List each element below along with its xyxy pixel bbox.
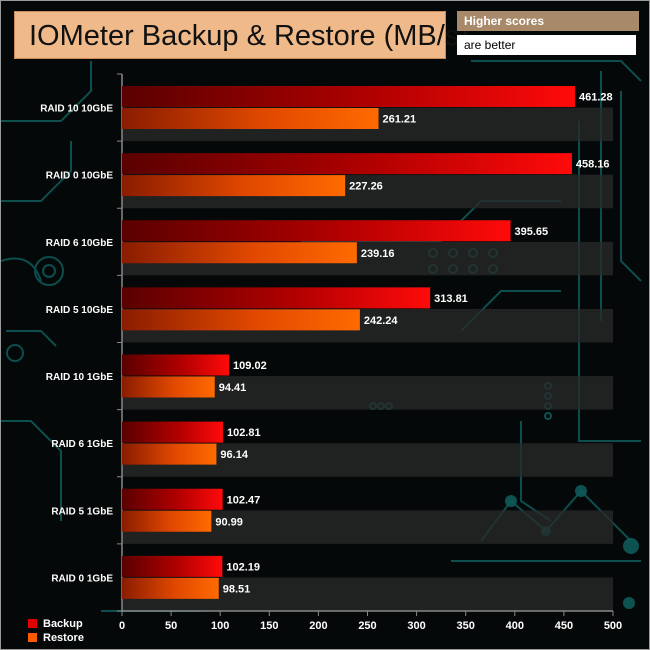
chart-title-box: IOMeter Backup & Restore (MB/s) xyxy=(14,11,469,59)
restore-value-label: 242.24 xyxy=(364,315,399,327)
x-tick-label: 400 xyxy=(506,620,524,632)
restore-value-label: 239.16 xyxy=(361,248,395,260)
backup-value-label: 102.47 xyxy=(227,494,261,506)
restore-bar xyxy=(122,376,215,398)
legend-swatch-backup xyxy=(28,619,37,628)
legend-label-restore: Restore xyxy=(43,632,84,644)
restore-value-label: 94.41 xyxy=(219,382,247,394)
backup-bar xyxy=(122,287,431,309)
restore-bar xyxy=(122,577,219,599)
x-tick-label: 0 xyxy=(119,620,125,632)
x-tick-label: 50 xyxy=(165,620,177,632)
backup-bar xyxy=(122,220,511,242)
restore-value-label: 90.99 xyxy=(215,516,243,528)
category-label: RAID 5 1GbE xyxy=(51,506,113,517)
backup-value-label: 102.81 xyxy=(227,427,261,439)
category-label: RAID 0 1GbE xyxy=(51,573,113,584)
restore-value-label: 98.51 xyxy=(223,583,251,595)
x-tick-label: 500 xyxy=(604,620,622,632)
backup-bar xyxy=(122,488,223,510)
category-label: RAID 5 10GbE xyxy=(46,305,114,316)
category-label: RAID 10 10GbE xyxy=(40,104,113,115)
category-label: RAID 0 10GbE xyxy=(46,171,114,182)
backup-value-label: 395.65 xyxy=(515,226,549,238)
restore-bar xyxy=(122,443,217,465)
x-tick-label: 150 xyxy=(260,620,278,632)
category-label: RAID 10 1GbE xyxy=(46,372,114,383)
restore-bar xyxy=(122,242,357,264)
x-tick-label: 250 xyxy=(358,620,376,632)
backup-bar xyxy=(122,86,575,107)
restore-bar xyxy=(122,309,360,331)
category-label: RAID 6 1GbE xyxy=(51,439,113,450)
backup-value-label: 109.02 xyxy=(233,360,267,372)
legend-label-backup: Backup xyxy=(43,618,83,630)
backup-value-label: 458.16 xyxy=(576,159,610,171)
legend-swatch-restore xyxy=(28,633,37,642)
x-tick-label: 300 xyxy=(407,620,425,632)
backup-bar xyxy=(122,354,230,376)
legend-item-restore: Restore xyxy=(28,632,84,644)
restore-bar xyxy=(122,175,346,197)
x-tick-label: 200 xyxy=(309,620,327,632)
legend-item-backup: Backup xyxy=(28,618,83,630)
x-tick-label: 450 xyxy=(555,620,573,632)
backup-bar xyxy=(122,421,223,443)
higher-scores-note: Higher scores xyxy=(457,11,639,31)
restore-value-label: 96.14 xyxy=(220,449,248,461)
chart-title: IOMeter Backup & Restore (MB/s) xyxy=(29,20,469,52)
restore-bar xyxy=(122,108,379,129)
backup-value-label: 313.81 xyxy=(434,293,468,305)
x-tick-label: 100 xyxy=(211,620,229,632)
backup-value-label: 461.28 xyxy=(579,92,613,104)
restore-bar xyxy=(122,510,212,532)
backup-bar xyxy=(122,555,223,577)
category-label: RAID 6 10GbE xyxy=(46,238,114,249)
restore-value-label: 261.21 xyxy=(383,114,417,126)
backup-bar xyxy=(122,153,572,175)
backup-value-label: 102.19 xyxy=(226,561,260,573)
are-better-note: are better xyxy=(457,35,636,55)
x-tick-label: 350 xyxy=(457,620,475,632)
restore-value-label: 227.26 xyxy=(349,181,383,193)
